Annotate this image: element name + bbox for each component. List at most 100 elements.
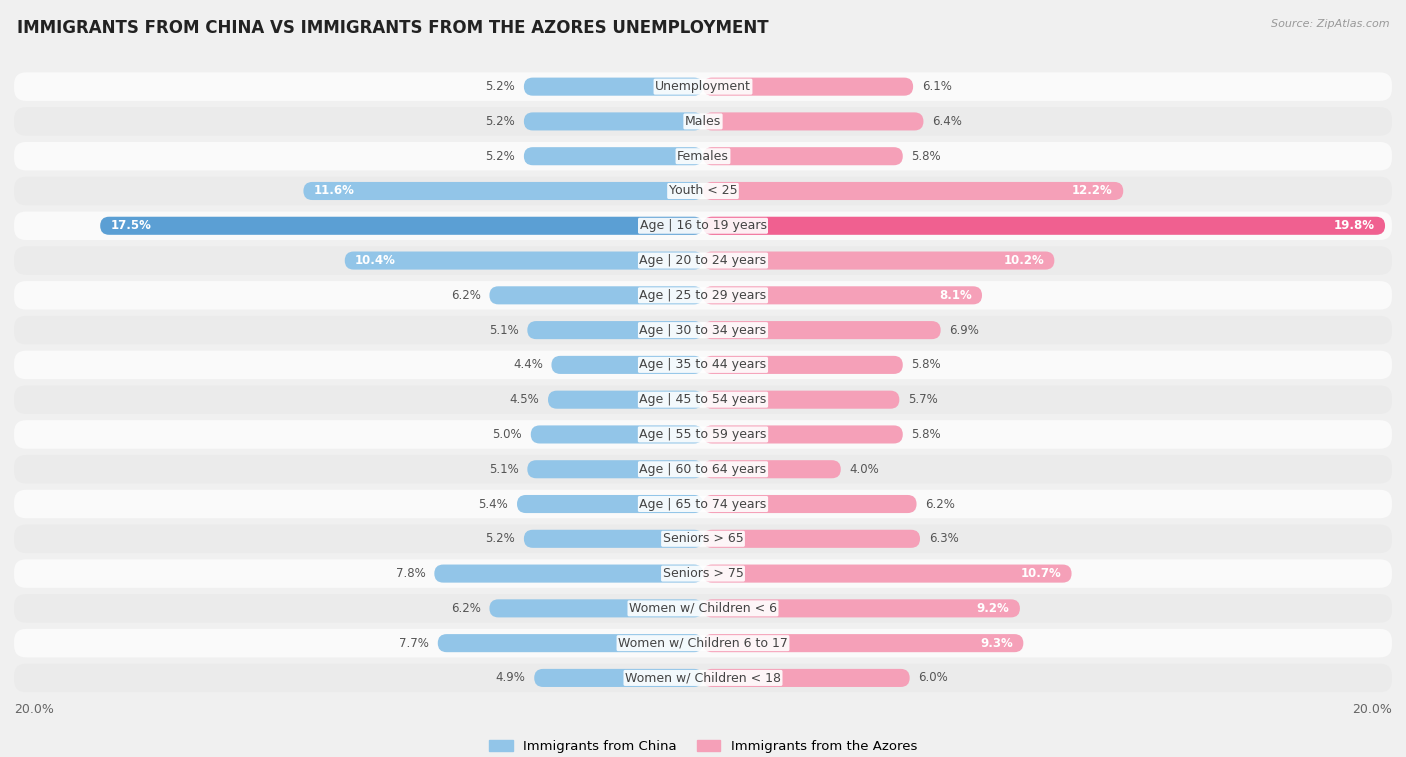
Text: 4.4%: 4.4% bbox=[513, 358, 543, 372]
Text: Age | 30 to 34 years: Age | 30 to 34 years bbox=[640, 323, 766, 337]
Text: Women w/ Children < 6: Women w/ Children < 6 bbox=[628, 602, 778, 615]
Text: Age | 35 to 44 years: Age | 35 to 44 years bbox=[640, 358, 766, 372]
Text: 5.2%: 5.2% bbox=[485, 80, 515, 93]
Text: 5.2%: 5.2% bbox=[485, 115, 515, 128]
Text: 17.5%: 17.5% bbox=[111, 220, 152, 232]
FancyBboxPatch shape bbox=[14, 525, 1392, 553]
Text: 9.3%: 9.3% bbox=[980, 637, 1012, 650]
FancyBboxPatch shape bbox=[489, 600, 703, 618]
FancyBboxPatch shape bbox=[703, 356, 903, 374]
Text: Age | 25 to 29 years: Age | 25 to 29 years bbox=[640, 289, 766, 302]
FancyBboxPatch shape bbox=[524, 112, 703, 130]
FancyBboxPatch shape bbox=[703, 112, 924, 130]
FancyBboxPatch shape bbox=[437, 634, 703, 653]
FancyBboxPatch shape bbox=[14, 559, 1392, 588]
Text: Age | 55 to 59 years: Age | 55 to 59 years bbox=[640, 428, 766, 441]
FancyBboxPatch shape bbox=[14, 350, 1392, 379]
FancyBboxPatch shape bbox=[703, 600, 1019, 618]
FancyBboxPatch shape bbox=[703, 182, 1123, 200]
Text: 6.1%: 6.1% bbox=[922, 80, 952, 93]
FancyBboxPatch shape bbox=[14, 629, 1392, 657]
FancyBboxPatch shape bbox=[703, 147, 903, 165]
FancyBboxPatch shape bbox=[703, 565, 1071, 583]
Text: Seniors > 65: Seniors > 65 bbox=[662, 532, 744, 545]
FancyBboxPatch shape bbox=[524, 147, 703, 165]
Text: 6.4%: 6.4% bbox=[932, 115, 962, 128]
Text: 6.2%: 6.2% bbox=[451, 289, 481, 302]
Text: 9.2%: 9.2% bbox=[977, 602, 1010, 615]
Legend: Immigrants from China, Immigrants from the Azores: Immigrants from China, Immigrants from t… bbox=[484, 735, 922, 757]
FancyBboxPatch shape bbox=[531, 425, 703, 444]
Text: 6.2%: 6.2% bbox=[925, 497, 955, 510]
FancyBboxPatch shape bbox=[534, 669, 703, 687]
Text: 6.3%: 6.3% bbox=[928, 532, 959, 545]
FancyBboxPatch shape bbox=[524, 530, 703, 548]
FancyBboxPatch shape bbox=[548, 391, 703, 409]
Text: 5.1%: 5.1% bbox=[489, 323, 519, 337]
Text: 5.1%: 5.1% bbox=[489, 463, 519, 475]
FancyBboxPatch shape bbox=[703, 217, 1385, 235]
FancyBboxPatch shape bbox=[527, 321, 703, 339]
Text: 12.2%: 12.2% bbox=[1073, 185, 1114, 198]
FancyBboxPatch shape bbox=[100, 217, 703, 235]
FancyBboxPatch shape bbox=[14, 490, 1392, 519]
FancyBboxPatch shape bbox=[703, 321, 941, 339]
Text: 5.7%: 5.7% bbox=[908, 393, 938, 407]
FancyBboxPatch shape bbox=[14, 455, 1392, 484]
FancyBboxPatch shape bbox=[551, 356, 703, 374]
Text: Youth < 25: Youth < 25 bbox=[669, 185, 737, 198]
FancyBboxPatch shape bbox=[703, 286, 981, 304]
Text: Males: Males bbox=[685, 115, 721, 128]
Text: Women w/ Children 6 to 17: Women w/ Children 6 to 17 bbox=[619, 637, 787, 650]
Text: 6.0%: 6.0% bbox=[918, 671, 948, 684]
Text: Age | 45 to 54 years: Age | 45 to 54 years bbox=[640, 393, 766, 407]
FancyBboxPatch shape bbox=[14, 664, 1392, 692]
FancyBboxPatch shape bbox=[703, 530, 920, 548]
FancyBboxPatch shape bbox=[14, 420, 1392, 449]
Text: Age | 16 to 19 years: Age | 16 to 19 years bbox=[640, 220, 766, 232]
Text: 4.5%: 4.5% bbox=[509, 393, 540, 407]
FancyBboxPatch shape bbox=[703, 391, 900, 409]
Text: 20.0%: 20.0% bbox=[1353, 703, 1392, 716]
Text: 5.2%: 5.2% bbox=[485, 150, 515, 163]
Text: 7.8%: 7.8% bbox=[396, 567, 426, 580]
FancyBboxPatch shape bbox=[703, 460, 841, 478]
FancyBboxPatch shape bbox=[14, 211, 1392, 240]
FancyBboxPatch shape bbox=[14, 385, 1392, 414]
FancyBboxPatch shape bbox=[14, 316, 1392, 344]
Text: 5.8%: 5.8% bbox=[911, 150, 941, 163]
FancyBboxPatch shape bbox=[703, 669, 910, 687]
Text: Women w/ Children < 18: Women w/ Children < 18 bbox=[626, 671, 780, 684]
Text: Age | 60 to 64 years: Age | 60 to 64 years bbox=[640, 463, 766, 475]
FancyBboxPatch shape bbox=[304, 182, 703, 200]
Text: 6.9%: 6.9% bbox=[949, 323, 979, 337]
Text: Age | 65 to 74 years: Age | 65 to 74 years bbox=[640, 497, 766, 510]
Text: 5.4%: 5.4% bbox=[478, 497, 509, 510]
FancyBboxPatch shape bbox=[14, 594, 1392, 622]
Text: IMMIGRANTS FROM CHINA VS IMMIGRANTS FROM THE AZORES UNEMPLOYMENT: IMMIGRANTS FROM CHINA VS IMMIGRANTS FROM… bbox=[17, 19, 769, 37]
FancyBboxPatch shape bbox=[524, 78, 703, 95]
FancyBboxPatch shape bbox=[489, 286, 703, 304]
FancyBboxPatch shape bbox=[14, 246, 1392, 275]
Text: Source: ZipAtlas.com: Source: ZipAtlas.com bbox=[1271, 19, 1389, 29]
Text: Unemployment: Unemployment bbox=[655, 80, 751, 93]
FancyBboxPatch shape bbox=[14, 142, 1392, 170]
Text: 4.9%: 4.9% bbox=[496, 671, 526, 684]
Text: 20.0%: 20.0% bbox=[14, 703, 53, 716]
Text: Seniors > 75: Seniors > 75 bbox=[662, 567, 744, 580]
FancyBboxPatch shape bbox=[703, 251, 1054, 269]
Text: 5.8%: 5.8% bbox=[911, 358, 941, 372]
Text: 5.0%: 5.0% bbox=[492, 428, 522, 441]
Text: 11.6%: 11.6% bbox=[314, 185, 354, 198]
Text: 8.1%: 8.1% bbox=[939, 289, 972, 302]
FancyBboxPatch shape bbox=[14, 281, 1392, 310]
Text: 10.4%: 10.4% bbox=[356, 254, 396, 267]
FancyBboxPatch shape bbox=[703, 495, 917, 513]
Text: 10.7%: 10.7% bbox=[1021, 567, 1062, 580]
FancyBboxPatch shape bbox=[14, 176, 1392, 205]
Text: 10.2%: 10.2% bbox=[1004, 254, 1045, 267]
Text: 6.2%: 6.2% bbox=[451, 602, 481, 615]
Text: 4.0%: 4.0% bbox=[849, 463, 879, 475]
FancyBboxPatch shape bbox=[344, 251, 703, 269]
FancyBboxPatch shape bbox=[527, 460, 703, 478]
